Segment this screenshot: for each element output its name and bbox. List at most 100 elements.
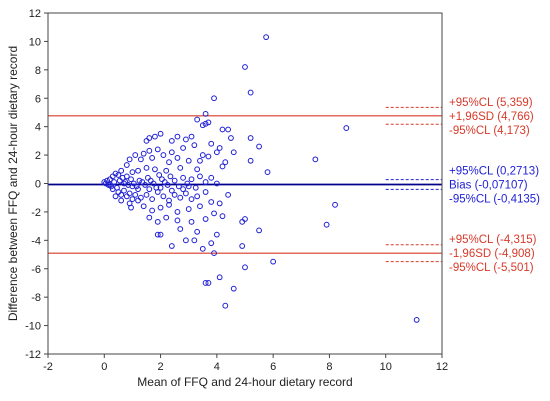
- data-point: [123, 173, 130, 180]
- data-point: [225, 126, 232, 133]
- data-point: [213, 231, 220, 238]
- x-tick-label: 8: [326, 361, 332, 373]
- ref-line-label: +95%CL (0,2713): [449, 166, 539, 178]
- data-point: [205, 280, 212, 286]
- data-point: [211, 95, 217, 102]
- data-point: [194, 228, 201, 235]
- data-point: [149, 207, 156, 214]
- data-point: [121, 187, 127, 194]
- data-point: [202, 216, 209, 222]
- data-point: [115, 172, 122, 178]
- data-point: [154, 218, 161, 225]
- data-point: [256, 227, 262, 234]
- data-point: [164, 182, 171, 188]
- data-point: [180, 186, 186, 193]
- data-point: [154, 146, 161, 153]
- data-point: [149, 155, 156, 161]
- data-point: [168, 187, 175, 194]
- data-point: [126, 156, 133, 163]
- ref-line-label: Bias (-0,07107): [449, 180, 528, 192]
- data-point: [188, 133, 195, 140]
- data-point: [192, 184, 199, 191]
- data-point: [183, 136, 189, 143]
- data-point: [177, 226, 184, 232]
- data-point: [194, 166, 201, 173]
- data-point: [146, 147, 153, 154]
- data-point: [137, 194, 144, 201]
- ref-line-label: +95%CL (5,359): [449, 97, 533, 109]
- data-point: [183, 190, 189, 197]
- data-point: [312, 156, 319, 163]
- data-point: [242, 264, 248, 271]
- data-point: [242, 64, 248, 70]
- data-point: [174, 133, 181, 140]
- y-tick-label: 2: [35, 150, 41, 162]
- data-point: [123, 162, 130, 168]
- data-point: [197, 157, 203, 164]
- ref-line-label: +1,96SD (4,766): [449, 111, 534, 123]
- data-point: [118, 167, 125, 174]
- y-tick-label: 6: [35, 93, 41, 105]
- data-point: [157, 130, 164, 137]
- data-point: [101, 179, 108, 185]
- data-point: [211, 250, 217, 257]
- y-axis-title: Difference between FFQ and 24-hour dieta…: [6, 46, 20, 321]
- x-tick-label: 0: [101, 361, 107, 373]
- x-tick-label: 12: [436, 361, 448, 373]
- data-point: [118, 197, 125, 204]
- data-point: [216, 200, 223, 207]
- data-point: [157, 184, 164, 191]
- data-point: [188, 196, 195, 203]
- x-tick-label: 4: [214, 361, 220, 373]
- data-point: [202, 189, 209, 195]
- data-point: [270, 258, 277, 265]
- data-point: [185, 183, 192, 190]
- data-point: [166, 201, 172, 208]
- x-tick-label: 10: [380, 361, 392, 373]
- data-point: [146, 214, 153, 221]
- data-point: [213, 180, 220, 187]
- data-point: [180, 145, 186, 151]
- data-point: [107, 176, 113, 183]
- y-tick-label: 0: [35, 179, 41, 191]
- data-point: [160, 152, 167, 158]
- data-point: [205, 119, 212, 126]
- data-point: [175, 183, 182, 190]
- data-point: [137, 156, 144, 163]
- data-point: [264, 169, 271, 176]
- data-point: [166, 197, 172, 204]
- data-point: [135, 167, 141, 174]
- data-point: [194, 116, 201, 123]
- x-tick-label: 6: [270, 361, 276, 373]
- ref-line-label: +95%CL (-4,315): [449, 234, 537, 246]
- data-point: [343, 125, 350, 131]
- data-point: [157, 204, 164, 211]
- data-point: [332, 201, 338, 208]
- data-point: [225, 191, 232, 198]
- data-point: [191, 142, 198, 149]
- data-point: [156, 172, 163, 178]
- x-tick-label: -2: [43, 361, 53, 373]
- data-point: [174, 209, 181, 215]
- data-point: [247, 157, 254, 164]
- data-point: [167, 173, 174, 180]
- y-tick-label: -6: [31, 264, 41, 276]
- data-point: [222, 159, 229, 166]
- data-point: [171, 191, 178, 198]
- ref-line-label: -1,96SD (-4,908): [449, 248, 535, 260]
- data-point: [140, 203, 147, 210]
- data-point: [202, 120, 209, 127]
- x-tick-label: 2: [158, 361, 164, 373]
- data-point: [239, 243, 246, 249]
- y-tick-label: 8: [35, 65, 41, 77]
- data-point: [208, 240, 215, 247]
- y-tick-label: 10: [29, 36, 41, 48]
- data-point: [202, 179, 209, 185]
- data-point: [109, 186, 116, 193]
- data-point: [256, 143, 262, 150]
- data-point: [197, 173, 203, 180]
- y-tick-label: 4: [35, 122, 41, 134]
- data-point: [129, 169, 136, 176]
- data-point: [160, 193, 167, 200]
